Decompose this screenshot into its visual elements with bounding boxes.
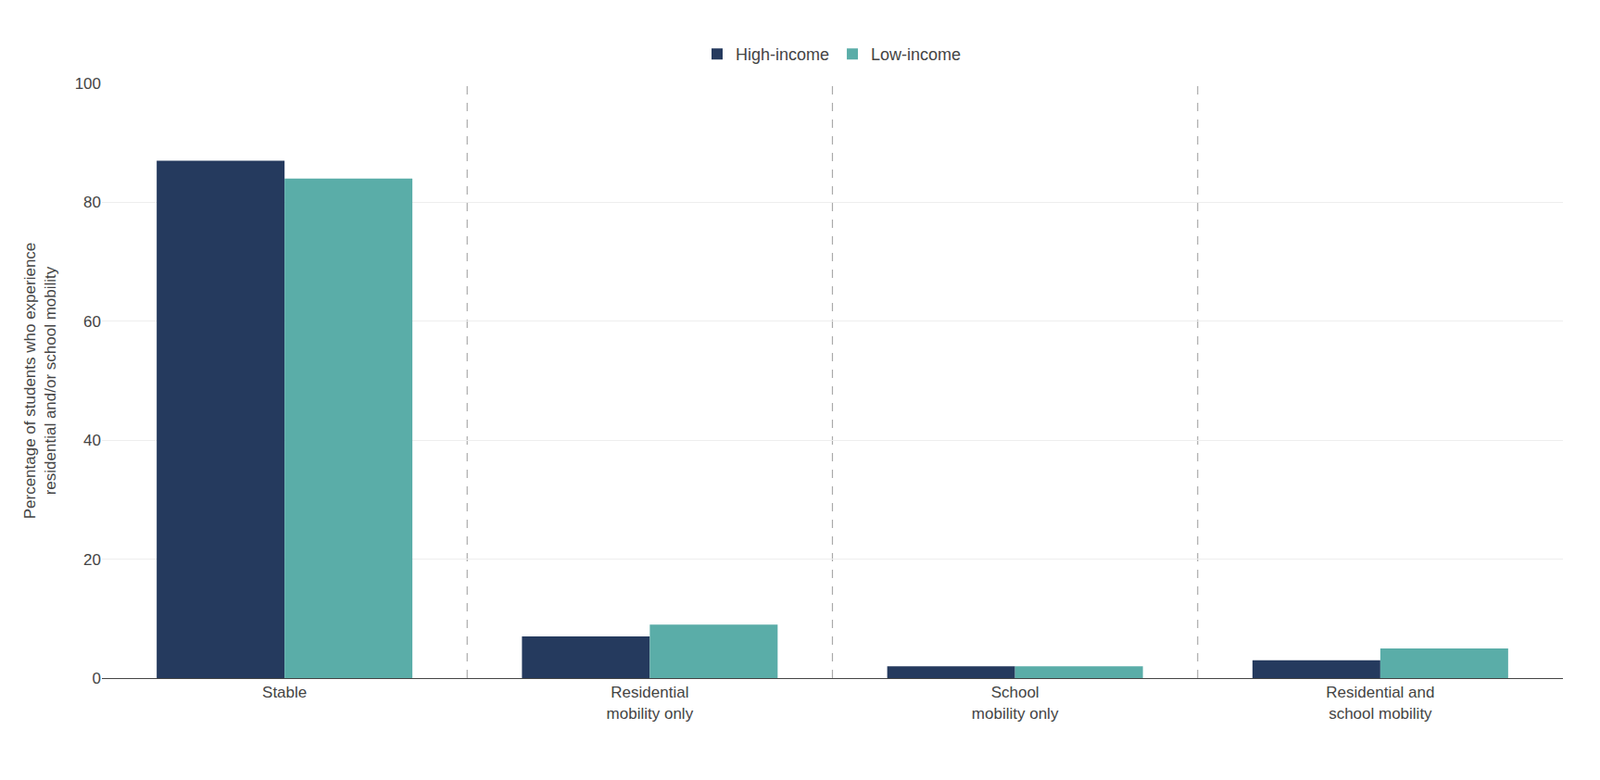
svg-text:20: 20 [83, 551, 101, 569]
svg-text:Residential andschool mobility: Residential andschool mobility [1325, 683, 1435, 722]
svg-text:Stable: Stable [262, 683, 307, 702]
svg-text:Schoolmobility only: Schoolmobility only [971, 683, 1059, 722]
svg-text:Percentage of students who exp: Percentage of students who experienceres… [21, 242, 60, 520]
svg-text:Low-income: Low-income [870, 45, 961, 64]
svg-text:Residentialmobility only: Residentialmobility only [606, 683, 694, 722]
svg-text:0: 0 [92, 669, 101, 688]
svg-text:40: 40 [83, 431, 101, 450]
svg-text:60: 60 [83, 313, 101, 331]
svg-text:100: 100 [75, 75, 101, 93]
svg-text:High-income: High-income [735, 45, 830, 64]
svg-text:80: 80 [83, 193, 101, 212]
